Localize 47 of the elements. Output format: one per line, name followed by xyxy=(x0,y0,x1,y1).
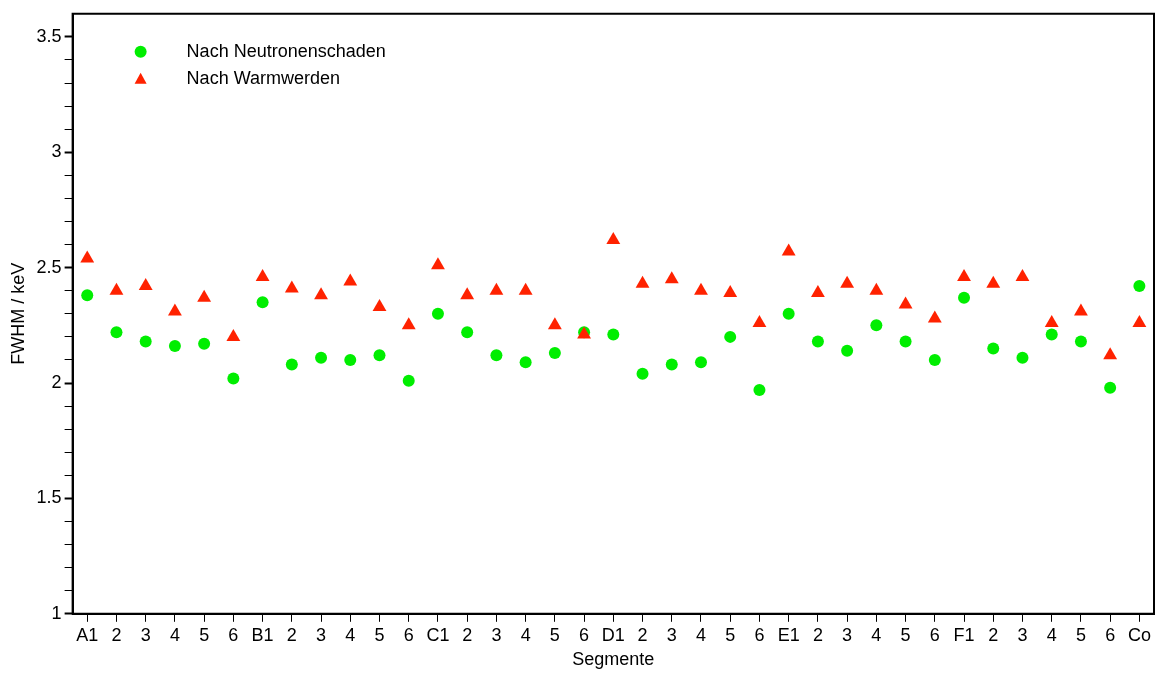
x-tick-label: 5 xyxy=(1075,624,1086,645)
x-tick-label: Co xyxy=(1127,624,1151,645)
x-tick-label: A1 xyxy=(76,624,99,645)
x-tick-label: D1 xyxy=(601,624,625,645)
x-tick-label: 4 xyxy=(520,624,531,645)
x-tick-label: F1 xyxy=(953,624,975,645)
x-tick-label: 4 xyxy=(169,624,180,645)
x-tick-label: 5 xyxy=(725,624,736,645)
x-tick-label: 6 xyxy=(228,624,239,645)
y-axis-title: FWHM / keV xyxy=(7,262,28,365)
y-tick-label: 1.5 xyxy=(36,487,62,508)
x-tick-label: 2 xyxy=(462,624,473,645)
x-tick-label: 4 xyxy=(871,624,882,645)
x-tick-label: 3 xyxy=(666,624,677,645)
x-tick-label: 6 xyxy=(403,624,414,645)
x-tick-label: 4 xyxy=(345,624,356,645)
x-tick-label: 4 xyxy=(695,624,706,645)
x-tick-label: 3 xyxy=(316,624,327,645)
x-tick-label: 5 xyxy=(374,624,385,645)
x-tick-label: 6 xyxy=(929,624,940,645)
y-tick-label: 2.5 xyxy=(36,256,62,277)
x-tick-label: 3 xyxy=(1017,624,1028,645)
x-tick-label: C1 xyxy=(426,624,450,645)
x-tick-label: E1 xyxy=(777,624,800,645)
x-tick-label: 5 xyxy=(900,624,911,645)
x-tick-label: 2 xyxy=(812,624,823,645)
x-tick-label: 2 xyxy=(637,624,648,645)
x-tick-label: 3 xyxy=(491,624,502,645)
x-tick-label: 5 xyxy=(549,624,560,645)
y-tick-label: 3 xyxy=(51,141,62,162)
x-tick-label: 6 xyxy=(754,624,765,645)
y-tick-label: 1 xyxy=(51,602,62,623)
x-tick-label: 6 xyxy=(1105,624,1116,645)
x-tick-label: 2 xyxy=(988,624,999,645)
y-tick-label: 2 xyxy=(51,372,62,392)
x-tick-label: B1 xyxy=(251,624,274,645)
x-tick-label: 5 xyxy=(199,624,210,645)
x-axis-title: Segmente xyxy=(572,649,655,670)
x-tick-label: 4 xyxy=(1046,624,1057,645)
legend-label: Nach Warmwerden xyxy=(186,67,341,88)
legend-label: Nach Neutronenschaden xyxy=(186,40,386,61)
x-tick-label: 6 xyxy=(579,624,590,645)
x-tick-label: 3 xyxy=(140,624,151,645)
y-tick-label: 3.5 xyxy=(36,25,62,46)
x-tick-label: 3 xyxy=(842,624,853,645)
x-tick-label: 2 xyxy=(286,624,297,645)
x-tick-label: 2 xyxy=(111,624,122,645)
